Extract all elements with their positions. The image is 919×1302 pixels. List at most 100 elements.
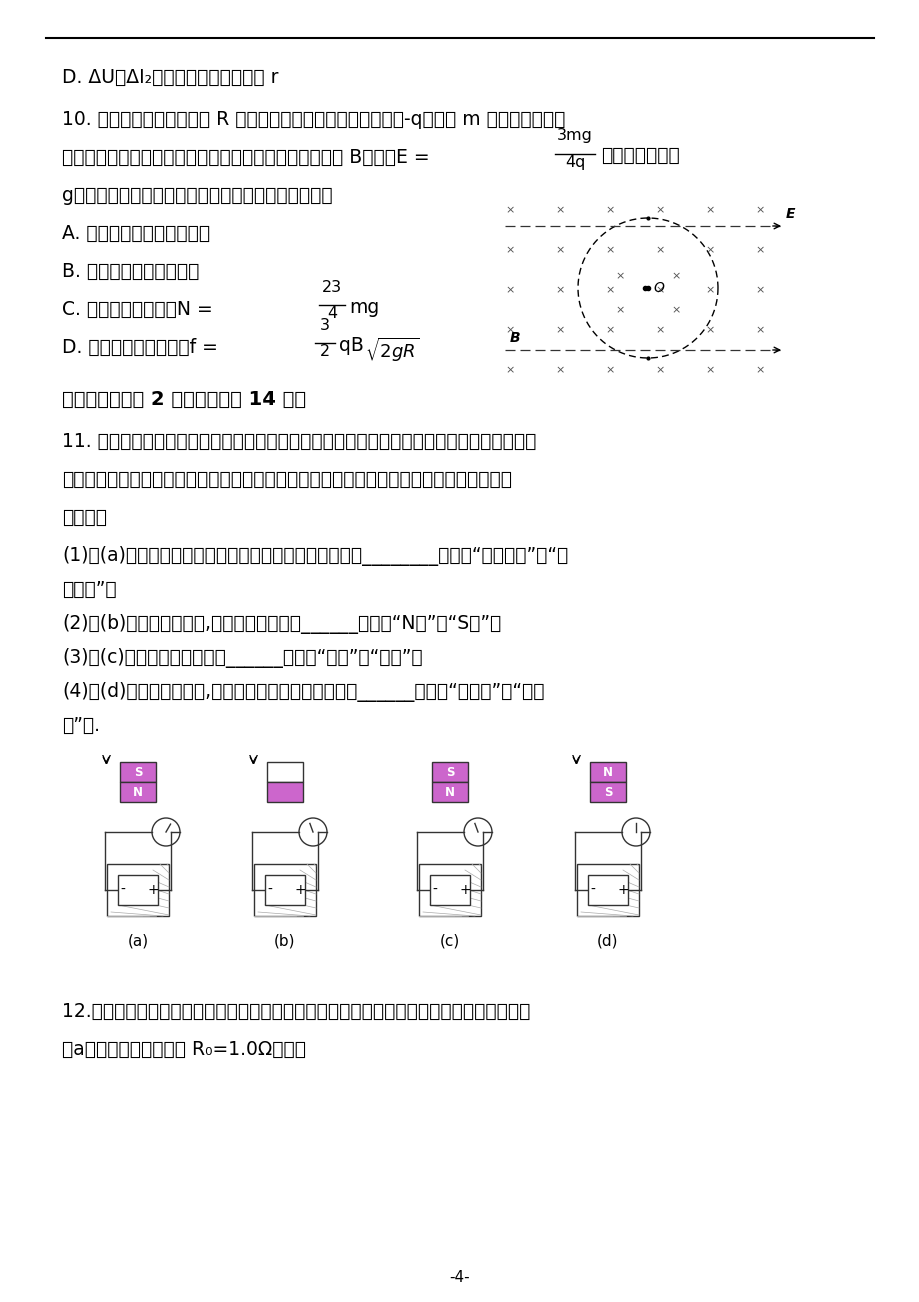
- Text: V: V: [571, 754, 580, 767]
- Text: (1)图(a)中磁铁向下运动，灵敏电流计指针的偏转方向为________。（填“偏向正极”或“偏: (1)图(a)中磁铁向下运动，灵敏电流计指针的偏转方向为________。（填“…: [62, 546, 568, 566]
- Text: V: V: [101, 754, 110, 767]
- Text: 3mg: 3mg: [557, 128, 592, 143]
- Text: -: -: [432, 883, 437, 897]
- Bar: [429, 875, 470, 905]
- Text: 向负极”）: 向负极”）: [62, 579, 117, 599]
- Text: ×: ×: [654, 285, 664, 296]
- Bar: [589, 783, 625, 802]
- Text: S: S: [446, 766, 454, 779]
- Bar: [118, 875, 158, 905]
- Bar: [119, 783, 156, 802]
- Circle shape: [621, 818, 650, 846]
- Text: mg: mg: [348, 298, 379, 316]
- Text: ×: ×: [555, 326, 564, 335]
- Text: ×: ×: [654, 245, 664, 255]
- Bar: [267, 783, 302, 802]
- Text: qB: qB: [338, 336, 364, 355]
- Text: D. 受到的最大洛伦兹力f =: D. 受到的最大洛伦兹力f =: [62, 339, 218, 357]
- Bar: [119, 762, 156, 783]
- Text: ×: ×: [671, 271, 680, 281]
- Text: (d): (d): [596, 934, 618, 949]
- Circle shape: [152, 818, 180, 846]
- Bar: [267, 762, 302, 783]
- Text: 从它的正接线柱流入时，指针向正接线柱一侧偏转。现把它与一个线圈串联，试就如图中各: 从它的正接线柱流入时，指针向正接线柱一侧偏转。现把它与一个线圈串联，试就如图中各: [62, 470, 512, 490]
- Text: ×: ×: [754, 285, 764, 296]
- Text: +: +: [147, 883, 159, 897]
- Text: O: O: [652, 281, 664, 296]
- Text: ×: ×: [754, 365, 764, 375]
- Text: (3)图(c)中磁铁的运动方向是______。（填“向上”或“向下”）: (3)图(c)中磁铁的运动方向是______。（填“向上”或“向下”）: [62, 648, 422, 668]
- Text: ×: ×: [505, 245, 514, 255]
- Text: A. 运动到最低点的速度最大: A. 运动到最低点的速度最大: [62, 224, 210, 243]
- Text: ×: ×: [605, 285, 614, 296]
- Text: ×: ×: [705, 365, 714, 375]
- Text: ×: ×: [705, 245, 714, 255]
- Bar: [432, 783, 468, 802]
- Bar: [254, 865, 315, 917]
- Text: ×: ×: [754, 204, 764, 215]
- Bar: [265, 875, 305, 905]
- Text: ×: ×: [615, 271, 624, 281]
- Text: S: S: [133, 766, 142, 779]
- Text: ×: ×: [754, 326, 764, 335]
- Text: +: +: [459, 883, 471, 897]
- Bar: [432, 762, 468, 783]
- Text: D. ΔU与ΔI₂比値一定小于电源内阻 r: D. ΔU与ΔI₂比値一定小于电源内阻 r: [62, 68, 278, 87]
- Text: 2: 2: [320, 344, 330, 359]
- Bar: [576, 865, 639, 917]
- Text: 23: 23: [322, 280, 342, 296]
- Text: ×: ×: [671, 305, 680, 315]
- Text: -: -: [590, 883, 595, 897]
- Text: (c): (c): [439, 934, 460, 949]
- Text: 图指出：: 图指出：: [62, 508, 107, 527]
- Text: ×: ×: [605, 204, 614, 215]
- Text: -4-: -4-: [449, 1269, 470, 1285]
- Text: 10. 在竖直放置固定半径为 R 的光滑绕缘圆环中，套有一个带电-q、质量 m 的小环，整个装: 10. 在竖直放置固定半径为 R 的光滑绕缘圆环中，套有一个带电-q、质量 m …: [62, 109, 565, 129]
- Text: S: S: [603, 785, 611, 798]
- Bar: [418, 865, 481, 917]
- Text: (b): (b): [274, 934, 295, 949]
- Bar: [589, 762, 625, 783]
- Text: E: E: [785, 207, 795, 221]
- Text: (2)图(b)中磁铁向下运动,磁铁下方的极性是______。（填“N极”或“S极”）: (2)图(b)中磁铁向下运动,磁铁下方的极性是______。（填“N极”或“S极…: [62, 615, 501, 634]
- Text: $\sqrt{2gR}$: $\sqrt{2gR}$: [365, 336, 419, 365]
- Text: ×: ×: [605, 326, 614, 335]
- Text: 12.某同学想测定某节干电池的电动势和内阻，实验室提供了合适的实验器材，甲同学按电路: 12.某同学想测定某节干电池的电动势和内阻，实验室提供了合适的实验器材，甲同学按…: [62, 1003, 529, 1021]
- Text: +: +: [294, 883, 305, 897]
- Text: ×: ×: [754, 245, 764, 255]
- Text: ×: ×: [605, 245, 614, 255]
- Text: V: V: [248, 754, 257, 767]
- Text: ×: ×: [505, 365, 514, 375]
- Text: 4: 4: [326, 306, 336, 322]
- Text: N: N: [602, 766, 612, 779]
- Text: 置放在如图所示的正交匀强电磁场中，磁感应强度大小为 B，电场E =: 置放在如图所示的正交匀强电磁场中，磁感应强度大小为 B，电场E =: [62, 148, 429, 167]
- Text: 针”）.: 针”）.: [62, 716, 100, 736]
- Text: 二、实验题（共 2 个小题，共计 14 分）: 二、实验题（共 2 个小题，共计 14 分）: [62, 391, 306, 409]
- Text: (a): (a): [128, 934, 148, 949]
- Text: ×: ×: [605, 365, 614, 375]
- Text: 11. 学习楞次定律的时候，老师往往会做下图所示的实验。一灵敏电流计（电流表），当电流: 11. 学习楞次定律的时候，老师往往会做下图所示的实验。一灵敏电流计（电流表），…: [62, 432, 536, 450]
- Text: ×: ×: [654, 204, 664, 215]
- Text: ×: ×: [654, 365, 664, 375]
- Text: ×: ×: [654, 326, 664, 335]
- Text: ×: ×: [705, 285, 714, 296]
- Text: ×: ×: [555, 204, 564, 215]
- Text: g．当小环从大环顶端无初速度下滑时，则小环（　）: g．当小环从大环顶端无初速度下滑时，则小环（ ）: [62, 186, 333, 204]
- Text: N: N: [445, 785, 455, 798]
- Text: ×: ×: [555, 285, 564, 296]
- Text: +: +: [617, 883, 628, 897]
- Text: ×: ×: [505, 285, 514, 296]
- Text: (4)图(d)中磁铁向下运动,线圈从上向下看的电流方向是______。（填“顺时针”或“逆时: (4)图(d)中磁铁向下运动,线圈从上向下看的电流方向是______。（填“顺时…: [62, 682, 544, 702]
- Text: ×: ×: [615, 305, 624, 315]
- Text: B: B: [509, 331, 520, 345]
- Text: -: -: [120, 883, 125, 897]
- Text: N: N: [133, 785, 142, 798]
- Bar: [587, 875, 628, 905]
- Circle shape: [463, 818, 492, 846]
- Text: ×: ×: [705, 326, 714, 335]
- Text: ×: ×: [705, 204, 714, 215]
- Text: C. 对轨道最大压力为N =: C. 对轨道最大压力为N =: [62, 299, 212, 319]
- Text: ×: ×: [505, 204, 514, 215]
- Text: -: -: [267, 883, 272, 897]
- Text: ×: ×: [555, 365, 564, 375]
